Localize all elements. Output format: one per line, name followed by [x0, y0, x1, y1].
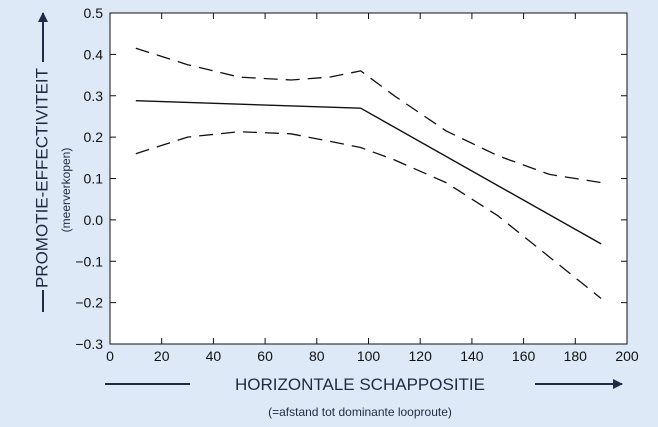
axis-ticks — [109, 12, 628, 345]
y-tick-label: −0.2 — [75, 295, 103, 311]
x-tick-label: 20 — [154, 348, 170, 364]
x-tick-label: 160 — [512, 348, 536, 364]
y-tick-label: 0.2 — [84, 129, 104, 145]
x-tick-label: 0 — [106, 348, 114, 364]
y-tick-label: −0.1 — [75, 253, 103, 269]
x-tick-label: 120 — [409, 348, 433, 364]
x-tick-label: 200 — [615, 348, 639, 364]
y-tick-label: 0.5 — [84, 5, 104, 21]
y-tick-label: 0.3 — [84, 88, 104, 104]
y-tick-label: 0.1 — [84, 171, 104, 187]
y-tick-label: −0.3 — [75, 336, 103, 352]
axis-tick-labels: 0 20 40 60 80 100 120 140 160 180 200 0.5 0.4 0.3 0.2 0… — [75, 5, 639, 364]
y-axis-sublabel: (meerverkopen) — [59, 148, 73, 233]
confidence-band-line-1 — [135, 47, 602, 184]
x-tick-label: 40 — [206, 348, 222, 364]
x-tick-label: 80 — [309, 348, 325, 364]
y-tick-label: 0.4 — [84, 46, 104, 62]
x-tick-label: 140 — [460, 348, 484, 364]
x-axis-sublabel: (=afstand tot dominante looproute) — [268, 405, 452, 419]
series-group — [135, 47, 602, 300]
x-tick-label: 100 — [357, 348, 381, 364]
plot-area — [109, 12, 628, 345]
x-tick-label: 60 — [257, 348, 273, 364]
confidence-band-line-2 — [135, 131, 602, 300]
y-axis-label: PROMOTIE-EFFECTIVITEIT — [32, 68, 51, 288]
effect-line-0 — [135, 100, 602, 245]
y-tick-label: 0.0 — [84, 212, 104, 228]
x-axis-label: HORIZONTALE SCHAPPOSITIE — [235, 375, 485, 394]
x-tick-label: 180 — [564, 348, 588, 364]
